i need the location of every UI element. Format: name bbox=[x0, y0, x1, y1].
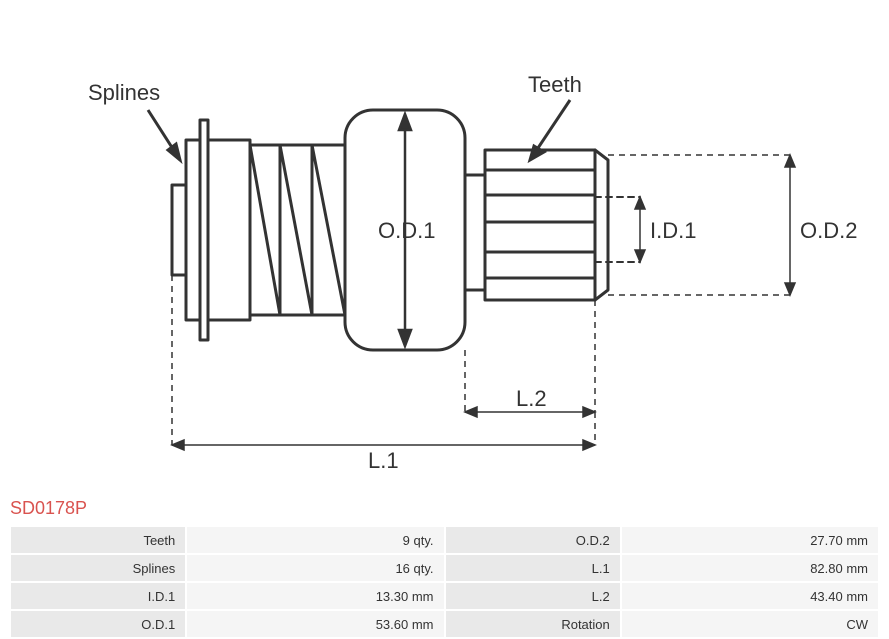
spec-value: 9 qty. bbox=[187, 527, 443, 553]
spec-value: 82.80 mm bbox=[622, 555, 878, 581]
label-splines: Splines bbox=[88, 80, 160, 105]
dim-l1: L.1 bbox=[368, 448, 399, 473]
spec-label: O.D.2 bbox=[446, 527, 620, 553]
spec-value: 43.40 mm bbox=[622, 583, 878, 609]
spec-label: L.1 bbox=[446, 555, 620, 581]
spec-label: Teeth bbox=[11, 527, 185, 553]
dim-od1: O.D.1 bbox=[378, 218, 435, 243]
dim-id1: I.D.1 bbox=[650, 218, 696, 243]
spec-value: 27.70 mm bbox=[622, 527, 878, 553]
spec-value: 13.30 mm bbox=[187, 583, 443, 609]
spec-value: CW bbox=[622, 611, 878, 637]
spec-label: O.D.1 bbox=[11, 611, 185, 637]
table-row: O.D.1 53.60 mm Rotation CW bbox=[11, 611, 878, 637]
dim-l2: L.2 bbox=[516, 386, 547, 411]
table-row: I.D.1 13.30 mm L.2 43.40 mm bbox=[11, 583, 878, 609]
spec-label: Rotation bbox=[446, 611, 620, 637]
dim-od2: O.D.2 bbox=[800, 218, 857, 243]
spec-label: L.2 bbox=[446, 583, 620, 609]
label-teeth: Teeth bbox=[528, 72, 582, 97]
spec-label: I.D.1 bbox=[11, 583, 185, 609]
spec-label: Splines bbox=[11, 555, 185, 581]
table-row: Teeth 9 qty. O.D.2 27.70 mm bbox=[11, 527, 878, 553]
table-row: Splines 16 qty. L.1 82.80 mm bbox=[11, 555, 878, 581]
specs-table: Teeth 9 qty. O.D.2 27.70 mm Splines 16 q… bbox=[9, 525, 880, 639]
technical-diagram: Splines Teeth O.D.1 I.D.1 bbox=[0, 0, 889, 490]
spec-value: 53.60 mm bbox=[187, 611, 443, 637]
part-number: SD0178P bbox=[0, 490, 889, 525]
spec-value: 16 qty. bbox=[187, 555, 443, 581]
